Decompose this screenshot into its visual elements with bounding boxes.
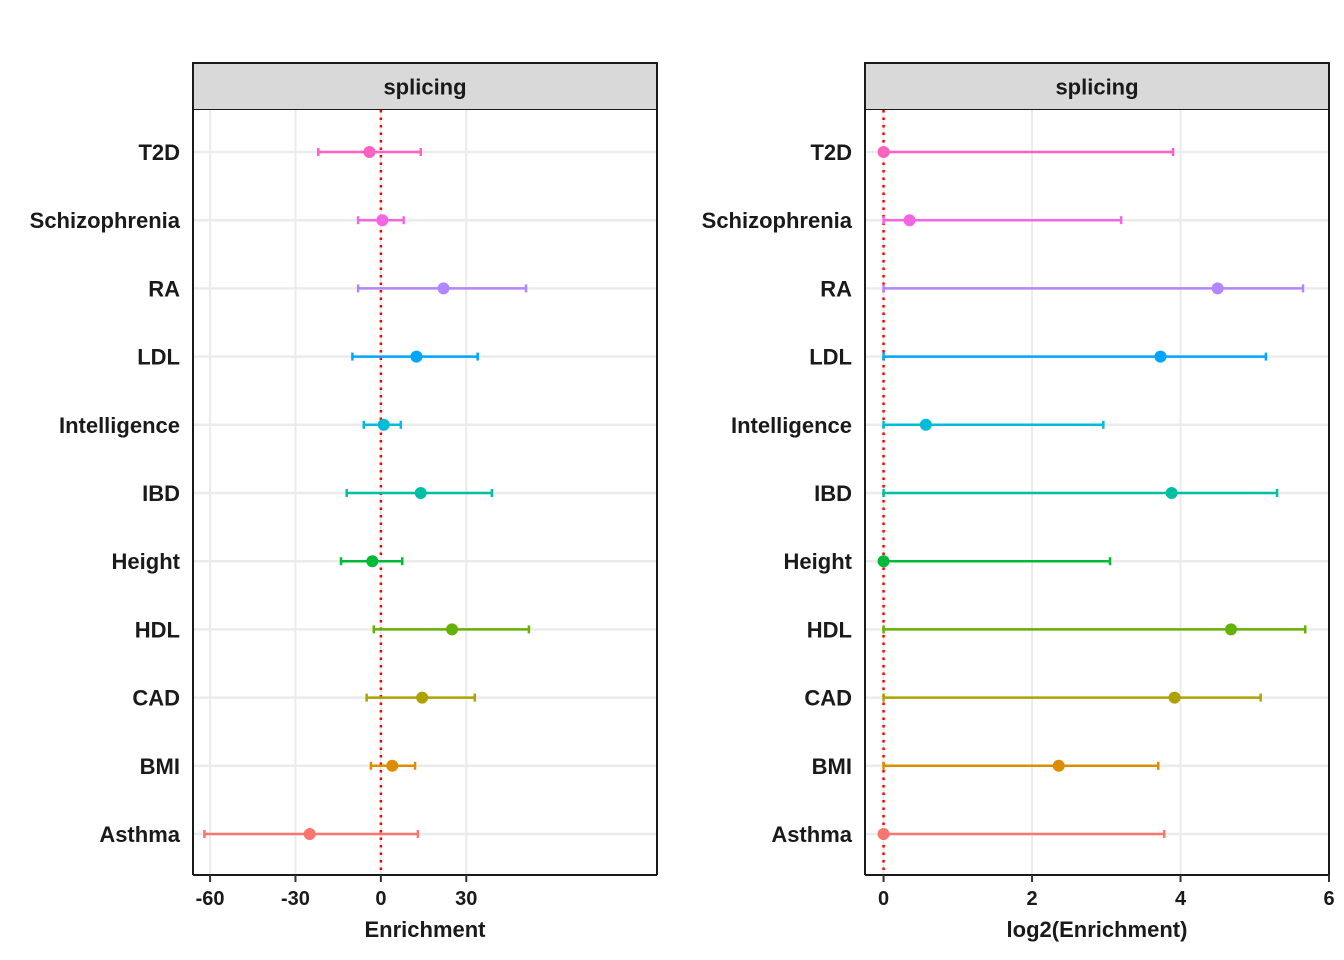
panel-right-bmi-point xyxy=(1052,759,1065,772)
panel-right-strip-label: splicing xyxy=(1055,75,1138,100)
panel-right-intelligence-point xyxy=(919,418,932,431)
panel-left-y-tick-label-cad: CAD xyxy=(132,686,180,711)
panel-left-y-tick-label-intelligence: Intelligence xyxy=(59,413,180,438)
panel-left-strip-label: splicing xyxy=(383,75,466,100)
panel-left-y-tick-label-hdl: HDL xyxy=(135,617,180,642)
panel-left-y-tick-label-bmi: BMI xyxy=(140,754,180,779)
panel-right-strip-header xyxy=(864,62,1330,111)
panel-left-y-tick-label-height: Height xyxy=(112,549,181,574)
panel-right-y-tick-label-schizophrenia: Schizophrenia xyxy=(702,208,853,233)
panel-right-x-tick-label-6: 6 xyxy=(1323,888,1334,910)
panel-left-y-tick-label-asthma: Asthma xyxy=(99,822,180,847)
panel-right-y-tick-label-ibd: IBD xyxy=(814,481,852,506)
panel-right-ra-point xyxy=(1211,282,1224,295)
panel-right-y-tick-label-cad: CAD xyxy=(804,686,852,711)
panel-left-ibd-point xyxy=(414,487,427,499)
panel-right-ldl-point xyxy=(1154,350,1167,363)
panel-right-x-tick-label-2: 2 xyxy=(1026,888,1037,910)
panel-left-asthma-point xyxy=(303,828,316,840)
panel-left-bmi-point xyxy=(386,759,399,772)
panel-right-t2d-point xyxy=(877,146,890,158)
panel-left-y-tick-label-ldl: LDL xyxy=(137,345,180,370)
panel-right-schizophrenia-point xyxy=(903,214,916,227)
panel-right-y-tick-label-asthma: Asthma xyxy=(771,822,852,847)
panel-left-x-tick-label-30: 30 xyxy=(455,888,477,910)
panel-left-x-tick-label-30: -30 xyxy=(281,888,310,910)
panel-right-x-tick-label-0: 0 xyxy=(878,888,889,910)
panel-left-schizophrenia-point xyxy=(376,214,389,227)
panel-right-y-tick-label-ldl: LDL xyxy=(809,345,852,370)
panel-right-ibd-point xyxy=(1165,487,1178,499)
panel-left-y-tick-label-ibd: IBD xyxy=(142,481,180,506)
panel-right-asthma-point xyxy=(877,828,890,840)
panel-right-y-tick-label-t2d: T2D xyxy=(810,140,852,165)
panel-left-cad-point xyxy=(416,691,429,704)
panel-left-y-tick-label-t2d: T2D xyxy=(138,140,180,165)
panel-left-ldl-point xyxy=(410,350,423,363)
panel-right-x-tick-label-4: 4 xyxy=(1175,888,1187,910)
panel-right-y-tick-label-bmi: BMI xyxy=(812,754,852,779)
panel-right-x-axis-title: log2(Enrichment) xyxy=(1007,917,1188,942)
panel-left-t2d-point xyxy=(363,146,376,158)
panel-right-y-tick-label-hdl: HDL xyxy=(807,617,852,642)
panel-right-cad-point xyxy=(1168,691,1181,704)
panel-left-strip-header xyxy=(192,62,658,111)
panel-right-y-tick-label-intelligence: Intelligence xyxy=(731,413,852,438)
panel-left-intelligence-point xyxy=(377,418,390,431)
panel-right-y-tick-label-height: Height xyxy=(784,549,853,574)
panel-left-hdl-point xyxy=(446,623,459,636)
panel-left-height-point xyxy=(366,555,379,568)
panel-right-y-tick-label-ra: RA xyxy=(820,276,852,301)
panel-right-hdl-point xyxy=(1225,623,1238,636)
panel-left-x-axis-title: Enrichment xyxy=(364,917,486,942)
panel-left-y-tick-label-ra: RA xyxy=(148,276,180,301)
panel-left-x-tick-label-60: -60 xyxy=(196,888,225,910)
panel-left-x-tick-label-0: 0 xyxy=(375,888,386,910)
panel-right-height-point xyxy=(877,555,890,568)
panel-left-ra-point xyxy=(437,282,450,295)
panel-left-y-tick-label-schizophrenia: Schizophrenia xyxy=(30,208,181,233)
